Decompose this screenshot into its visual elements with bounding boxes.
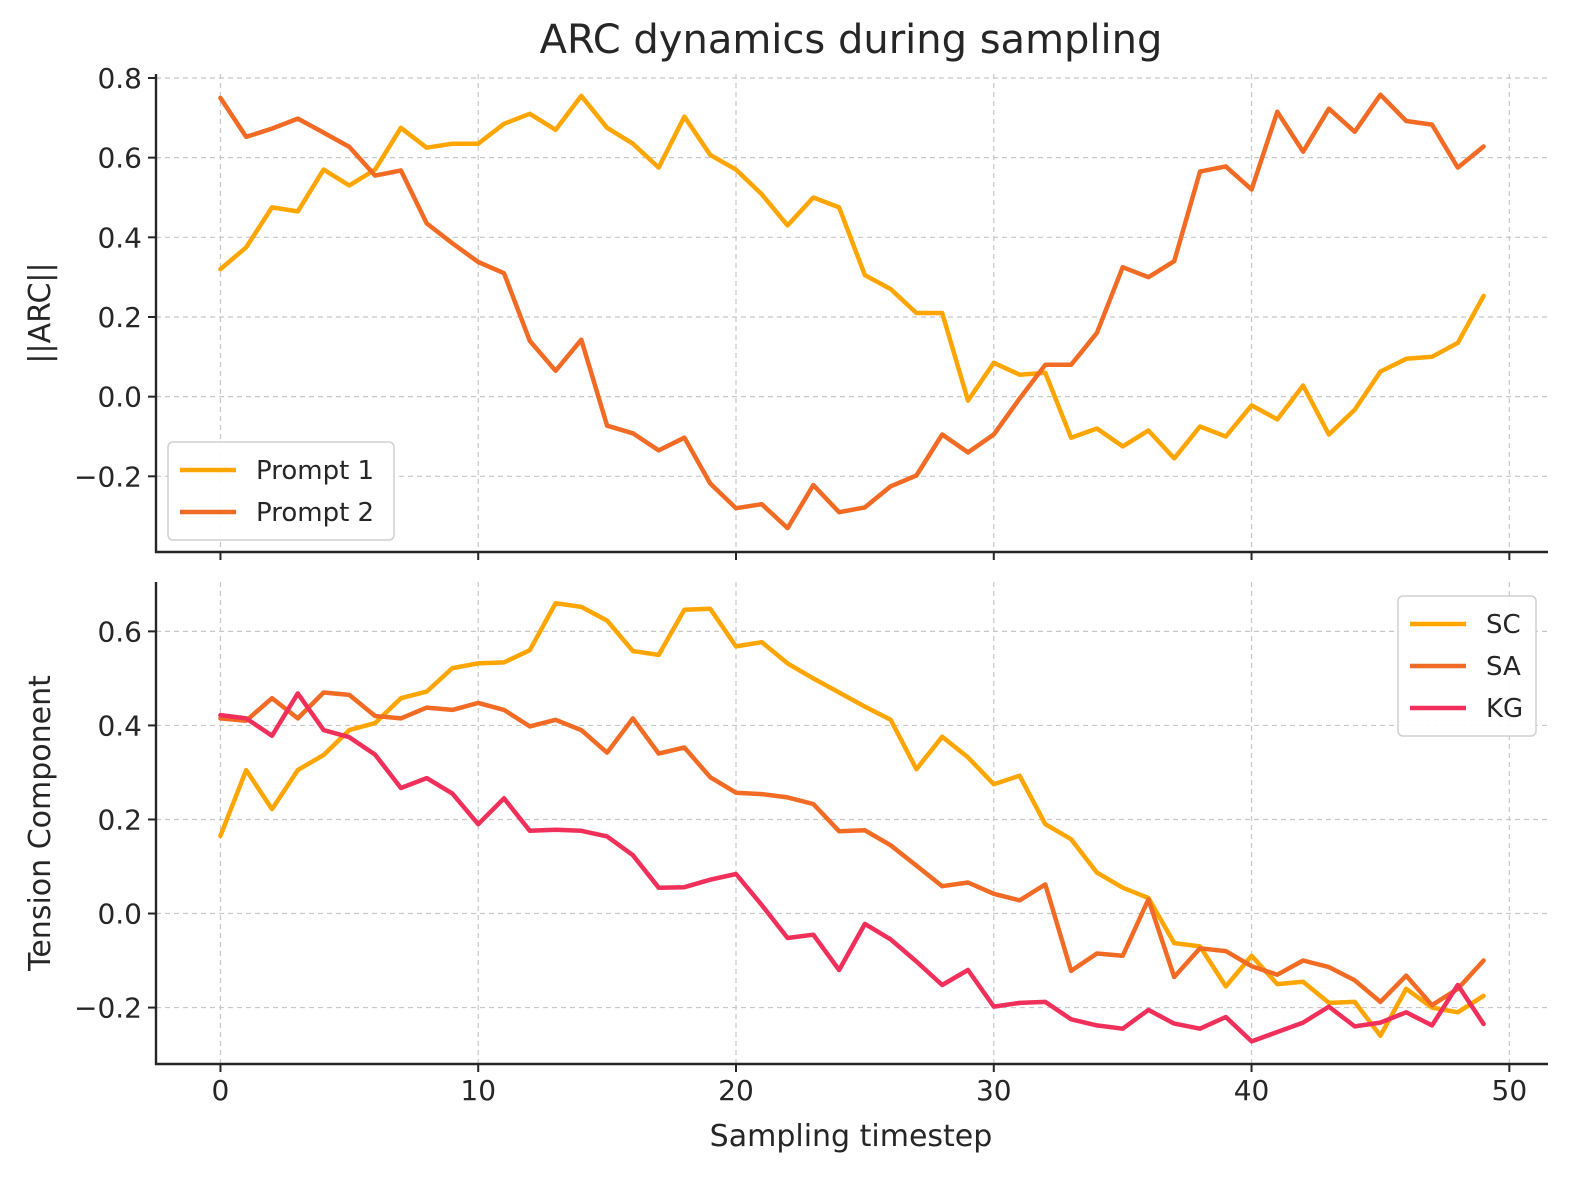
chart-title: ARC dynamics during sampling — [540, 17, 1163, 63]
bottom-x-tick-label: 10 — [460, 1074, 496, 1107]
top-panel: −0.20.00.20.40.60.8||ARC||Prompt 1Prompt… — [23, 62, 1548, 560]
bottom-y-tick-label: 0.6 — [97, 615, 142, 648]
top-legend-box — [167, 441, 395, 541]
top-y-tick-label: 0.8 — [97, 62, 142, 95]
bottom-x-tick-label: 30 — [976, 1074, 1012, 1107]
bottom-legend-label: SC — [1486, 610, 1521, 640]
top-legend-label: Prompt 1 — [256, 456, 374, 486]
bottom-series-line-sa — [218, 690, 1486, 1008]
bottom-y-axis-label: Tension Component — [23, 675, 58, 972]
bottom-panel: −0.2 0.0 0.2 0.4 0.6 0 10 20 30 40 50 Tension Compo… — [23, 582, 1548, 1107]
bottom-series-line-sc — [218, 600, 1486, 1039]
top-y-tick-label: 0.0 — [97, 381, 142, 414]
x-axis-label: Sampling timestep — [710, 1119, 993, 1154]
bottom-series-line-kg — [218, 691, 1486, 1044]
bottom-x-tick-label: 40 — [1234, 1074, 1270, 1107]
bottom-y-tick-label: 0.0 — [97, 898, 142, 931]
top-y-tick-label: 0.6 — [97, 142, 142, 175]
bottom-x-tick-label: 0 — [212, 1074, 230, 1107]
top-y-axis-label: ||ARC|| — [23, 262, 58, 363]
top-y-tick-label: −0.2 — [74, 460, 142, 493]
bottom-legend-box — [1397, 595, 1537, 737]
bottom-y-tick-label: 0.4 — [97, 709, 142, 742]
bottom-y-tick-label: 0.2 — [97, 803, 142, 836]
bottom-x-tick-label: 20 — [718, 1074, 754, 1107]
bottom-legend-label: KG — [1486, 694, 1523, 724]
bottom-legend-label: SA — [1486, 652, 1521, 682]
bottom-legend: SC SA KG — [1397, 595, 1537, 737]
bottom-x-tick-label: 50 — [1492, 1074, 1528, 1107]
top-y-tick-label: 0.2 — [97, 301, 142, 334]
top-legend-label: Prompt 2 — [256, 498, 374, 528]
top-series-line-prompt-1 — [218, 93, 1486, 461]
top-series-line-prompt-2 — [218, 92, 1486, 531]
bottom-y-tick-label: −0.2 — [74, 992, 142, 1025]
top-y-tick-label: 0.4 — [97, 221, 142, 254]
top-legend: Prompt 1 Prompt 2 — [167, 441, 395, 541]
